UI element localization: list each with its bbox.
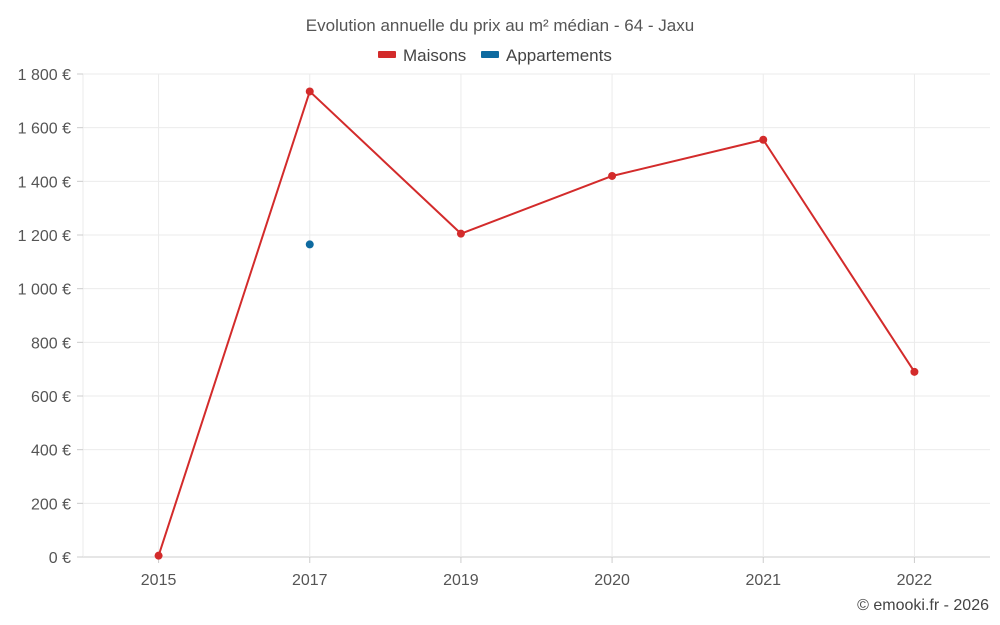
- series-layer: [154, 87, 919, 560]
- x-tick-label: 2019: [443, 572, 479, 589]
- x-axis: 2015 2017 2019 2020 2021 2022: [141, 557, 933, 589]
- data-point-maisons-2017[interactable]: [305, 87, 314, 96]
- legend-swatch-appartements: [481, 51, 499, 58]
- y-tick-label: 0 €: [49, 550, 71, 567]
- x-tick-label: 2020: [594, 572, 630, 589]
- data-point-maisons-2015[interactable]: [154, 551, 163, 560]
- x-tick-label: 2015: [141, 572, 177, 589]
- credit-label: © emooki.fr - 2026: [857, 597, 989, 614]
- series-line-maisons: [157, 90, 916, 556]
- x-tick-label: 2022: [897, 572, 933, 589]
- legend: Maisons Appartements: [378, 46, 612, 65]
- data-point-maisons-2019[interactable]: [456, 229, 465, 238]
- legend-item-maisons[interactable]: Maisons: [378, 46, 466, 65]
- y-tick-label: 1 200 €: [18, 228, 71, 245]
- legend-item-appartements[interactable]: Appartements: [481, 46, 612, 65]
- y-tick-label: 1 600 €: [18, 121, 71, 138]
- data-point-maisons-2020[interactable]: [608, 171, 617, 180]
- y-tick-label: 800 €: [31, 335, 71, 352]
- x-tick-label: 2017: [292, 572, 328, 589]
- grid: [82, 73, 990, 558]
- legend-label-appartements: Appartements: [506, 46, 612, 65]
- y-tick-label: 1 400 €: [18, 174, 71, 191]
- y-axis: 0 € 200 € 400 € 600 € 800 € 1 000 € 1 200 € 1 4…: [18, 67, 83, 567]
- data-point-appartements-2017[interactable]: [305, 240, 314, 249]
- y-tick-label: 400 €: [31, 443, 71, 460]
- legend-swatch-maisons: [378, 51, 396, 58]
- data-point-maisons-2021[interactable]: [759, 135, 768, 144]
- chart-title: Evolution annuelle du prix au m² médian …: [306, 16, 694, 35]
- y-tick-label: 600 €: [31, 389, 71, 406]
- x-tick-label: 2021: [745, 572, 781, 589]
- legend-label-maisons: Maisons: [403, 46, 466, 65]
- y-tick-label: 200 €: [31, 496, 71, 513]
- y-tick-label: 1 000 €: [18, 282, 71, 299]
- data-point-maisons-2022[interactable]: [910, 367, 919, 376]
- y-tick-label: 1 800 €: [18, 67, 71, 84]
